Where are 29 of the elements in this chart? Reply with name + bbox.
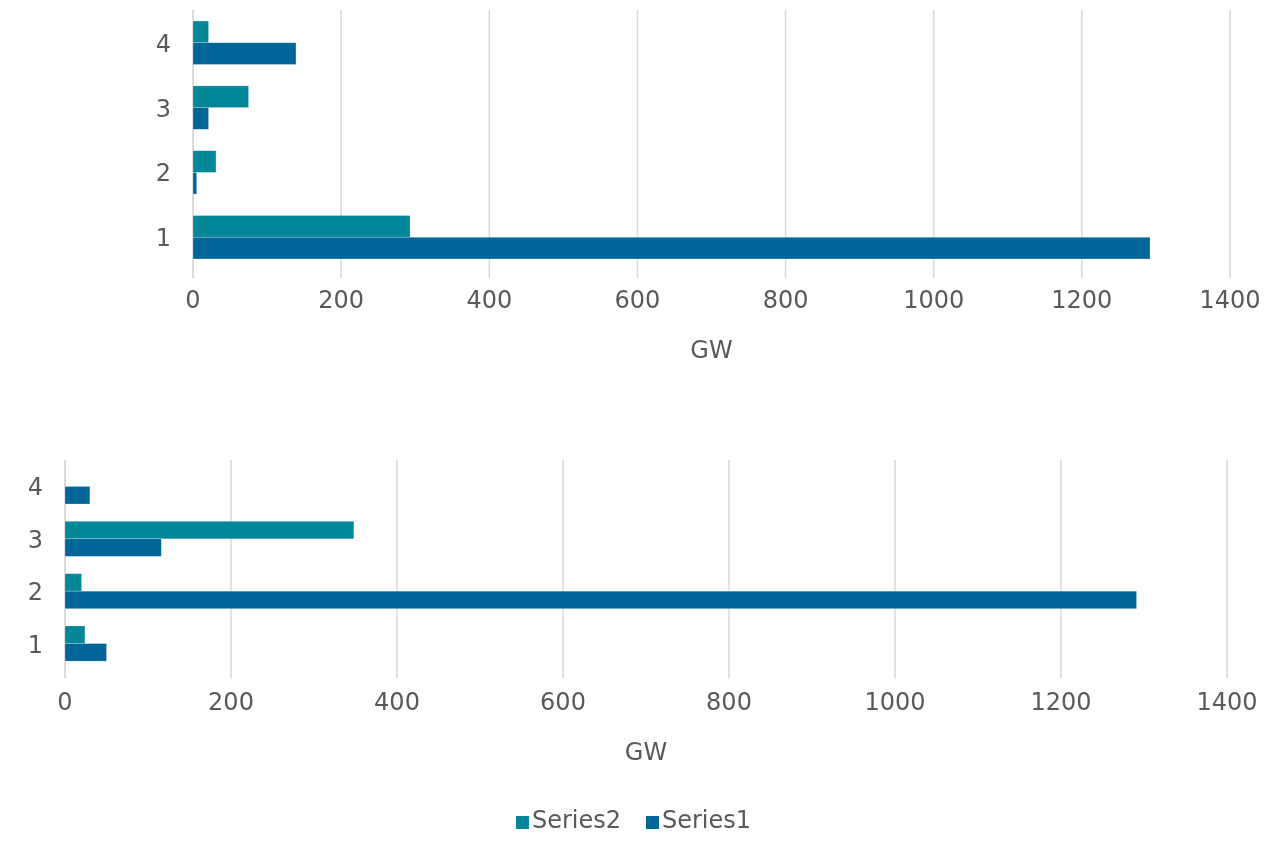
x-tick-label: 200 (318, 286, 365, 314)
x-tick-label: 600 (614, 286, 661, 314)
bar (64, 486, 91, 505)
x-tick-label: 0 (57, 688, 73, 716)
y-tick-label: 3 (27, 525, 43, 554)
y-tick-label: 1 (155, 224, 171, 253)
y-tick-label: 2 (27, 578, 43, 607)
y-tick-label: 1 (27, 630, 43, 659)
x-axis-title: GW (624, 738, 668, 766)
x-tick-label: 1200 (1051, 286, 1113, 314)
x-tick-label: 800 (706, 688, 752, 716)
y-tick-label: 4 (27, 473, 43, 502)
y-tick-label: 2 (155, 159, 171, 188)
x-tick-label: 1000 (864, 688, 926, 716)
x-tick-label: 0 (185, 286, 201, 314)
x-tick-label: 1400 (1196, 688, 1258, 716)
x-tick-label: 1000 (903, 286, 965, 314)
x-tick-label: 400 (466, 286, 513, 314)
x-tick-label: 800 (762, 286, 809, 314)
legend-label: Series1 (662, 806, 752, 834)
x-tick-label: 200 (208, 688, 254, 716)
x-tick-label: 600 (540, 688, 586, 716)
x-tick-label: 400 (374, 688, 420, 716)
y-tick-label: 3 (155, 94, 171, 123)
y-tick-label: 4 (155, 29, 171, 58)
x-axis-title: GW (690, 336, 733, 364)
legend-label: Series2 (532, 806, 622, 834)
x-tick-label: 1200 (1030, 688, 1092, 716)
x-tick-label: 1400 (1199, 286, 1261, 314)
